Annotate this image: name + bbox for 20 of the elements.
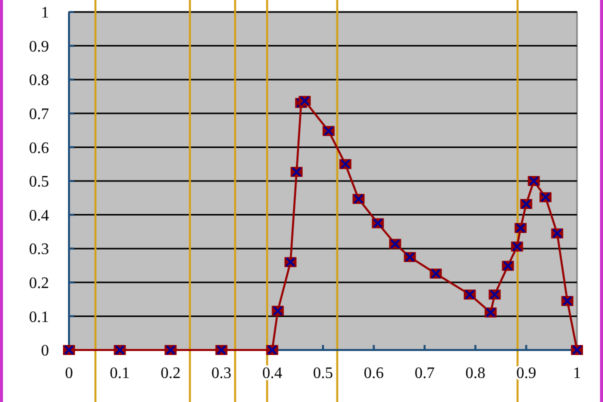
y-tick-label: 0	[41, 342, 49, 360]
y-tick-label: 0.1	[29, 308, 49, 326]
y-tick-label: 0.8	[29, 72, 49, 90]
x-tick-label: 0.3	[211, 365, 232, 382]
x-tick-label: 0.6	[364, 365, 384, 382]
y-tick-label: 0.6	[29, 140, 49, 157]
x-tick-label: 0.2	[160, 365, 181, 382]
x-tick-label: 0.1	[110, 365, 130, 382]
y-tick-label: 1	[41, 4, 49, 22]
x-tick-label: 0.8	[465, 365, 486, 382]
x-tick-label: 0	[65, 365, 73, 382]
y-tick-label: 0.4	[29, 207, 49, 224]
x-tick-label: 1	[573, 365, 581, 382]
y-tick-label: 0.5	[29, 174, 49, 191]
x-tick-label: 0.7	[414, 365, 435, 382]
y-tick-label: 0.3	[29, 241, 49, 258]
y-tick-label: 0.2	[29, 275, 49, 292]
y-tick-label: 0.9	[29, 38, 49, 56]
x-tick-label: 0.5	[313, 365, 333, 382]
y-tick-label: 0.7	[29, 106, 49, 123]
